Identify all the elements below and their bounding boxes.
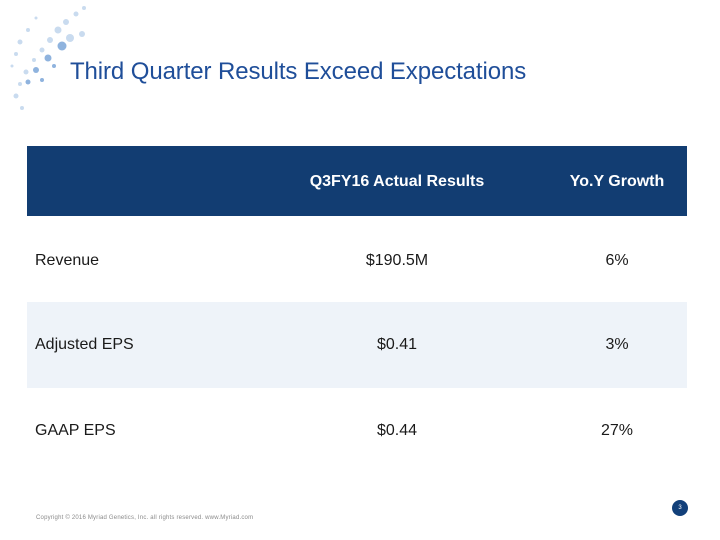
header-yoy-growth: Yo.Y Growth [569, 173, 665, 190]
table-header: Q3FY16 Actual Results Yo.Y Growth [27, 146, 687, 216]
results-table: Q3FY16 Actual Results Yo.Y Growth Revenu… [27, 146, 687, 474]
row-metric-label: GAAP EPS [35, 422, 116, 439]
row-growth-value: 6% [605, 252, 629, 269]
row-metric-label: Revenue [35, 252, 100, 269]
slide-title: Third Quarter Results Exceed Expectation… [70, 58, 527, 85]
logo-dot-pattern [10, 6, 86, 110]
table-row: GAAP EPS $0.44 27% [27, 388, 687, 474]
page-number-badge: 3 [672, 500, 688, 516]
row-growth-value: 27% [600, 422, 634, 439]
table-row: Revenue $190.5M 6% [27, 216, 687, 302]
row-actual-value: $0.41 [376, 336, 418, 353]
copyright-footer: Copyright © 2016 Myriad Genetics, Inc. a… [36, 515, 254, 521]
row-actual-value: $0.44 [376, 422, 418, 439]
table-row: Adjusted EPS $0.41 3% [27, 302, 687, 388]
row-actual-value: $190.5M [365, 252, 429, 269]
row-growth-value: 3% [605, 336, 629, 353]
row-metric-label: Adjusted EPS [35, 336, 134, 353]
header-actual-results: Q3FY16 Actual Results [309, 173, 485, 190]
